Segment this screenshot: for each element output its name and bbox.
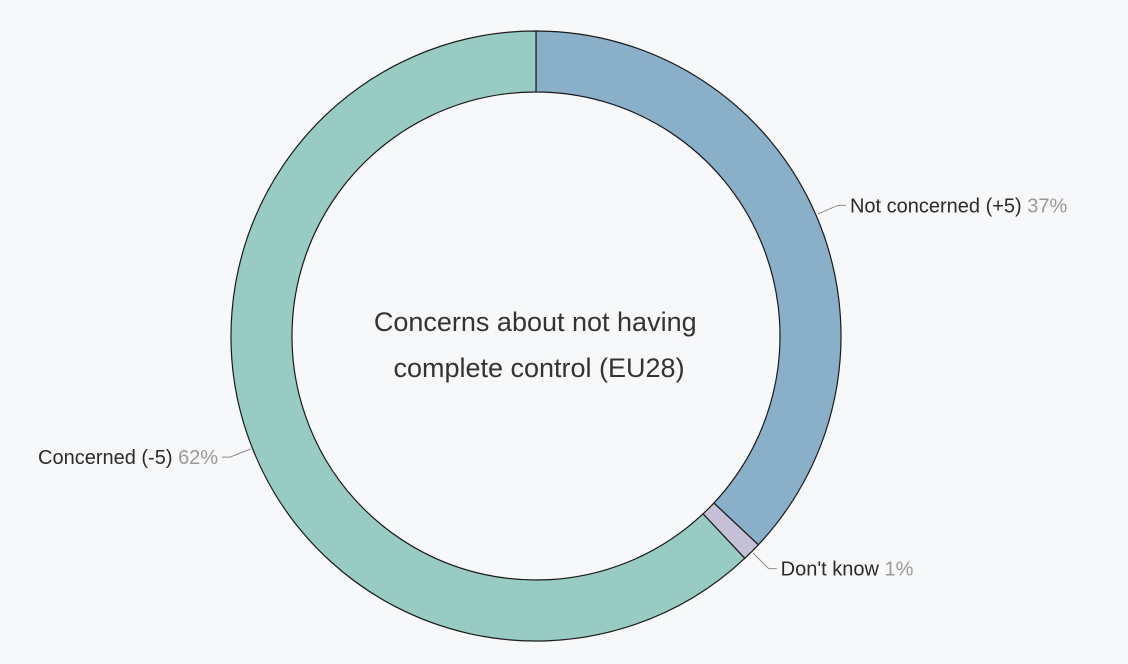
chart-title-line-1: Concerns about not having xyxy=(374,307,697,337)
chart-title: Concerns about not having complete contr… xyxy=(374,307,704,383)
slice-label-name-1: Don't know xyxy=(781,559,885,581)
chart-title-line-2: complete control (EU28) xyxy=(393,353,684,383)
slice-labels-layer: Not concerned (+5) 37% Don't know 1% Conce… xyxy=(38,195,1068,580)
leader-line-1 xyxy=(752,552,777,570)
leader-lines-layer xyxy=(222,204,846,570)
slice-label-2: Concerned (-5) 62% xyxy=(38,447,218,469)
donut-slice-2 xyxy=(230,30,746,642)
slice-label-pct-1: 1% xyxy=(885,559,914,581)
slice-label-pct-2: 62% xyxy=(178,447,218,469)
donut-slice-0 xyxy=(535,30,842,546)
slice-label-1: Don't know 1% xyxy=(781,559,914,581)
slices-layer xyxy=(230,30,842,642)
slice-label-name-2: Concerned (-5) xyxy=(38,447,178,469)
leader-line-0 xyxy=(817,204,846,215)
leader-line-2 xyxy=(222,448,251,458)
slice-label-0: Not concerned (+5) 37% xyxy=(850,195,1068,217)
slice-label-name-0: Not concerned (+5) xyxy=(850,195,1027,217)
slice-label-pct-0: 37% xyxy=(1027,195,1067,217)
